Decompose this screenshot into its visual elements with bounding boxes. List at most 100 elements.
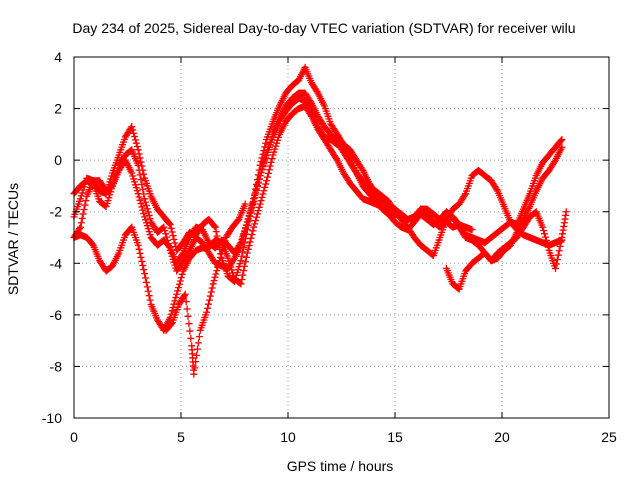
data-point: [259, 162, 267, 170]
data-point: [176, 277, 184, 285]
data-point: [78, 214, 86, 222]
y-tick-label: -10: [42, 410, 62, 426]
data-point: [220, 240, 228, 248]
data-point: [257, 168, 265, 176]
data-point: [258, 193, 266, 201]
y-tick-label: -4: [50, 255, 63, 271]
data-point: [146, 215, 154, 223]
data-point: [145, 292, 153, 300]
data-point: [169, 232, 177, 240]
data-point: [136, 249, 144, 257]
data-point: [247, 234, 255, 242]
data-point: [168, 320, 176, 328]
data-point: [238, 252, 246, 260]
data-point: [244, 245, 252, 253]
data-point: [251, 220, 259, 228]
data-point: [236, 240, 244, 248]
data-point: [542, 236, 550, 244]
data-point: [212, 270, 220, 278]
data-point: [237, 280, 245, 288]
data-point: [218, 247, 226, 255]
series-track-4: [70, 89, 566, 267]
data-point: [134, 146, 142, 154]
data-point: [138, 203, 146, 211]
data-point: [167, 224, 175, 232]
data-point: [262, 139, 270, 147]
data-point: [137, 200, 145, 208]
data-point: [253, 186, 261, 194]
data-point: [141, 195, 149, 203]
data-point: [194, 345, 202, 353]
data-point: [139, 185, 147, 193]
data-point: [209, 280, 217, 288]
data-point: [171, 239, 179, 247]
data-point: [204, 304, 212, 312]
data-point: [261, 183, 269, 191]
data-point: [213, 267, 221, 275]
data-point: [178, 250, 186, 258]
data-point: [248, 231, 256, 239]
data-point: [184, 312, 192, 320]
data-point: [141, 270, 149, 278]
data-point: [543, 240, 551, 248]
data-point: [170, 235, 178, 243]
data-point: [160, 223, 168, 231]
data-point: [552, 264, 559, 272]
data-point: [177, 274, 185, 282]
x-tick-label: 0: [70, 429, 78, 445]
data-point: [162, 230, 170, 238]
data-point: [139, 261, 147, 269]
data-point: [146, 296, 154, 304]
data-point: [219, 243, 227, 251]
data-point: [180, 292, 188, 300]
data-point: [132, 139, 140, 147]
data-point: [264, 173, 272, 181]
data-point: [129, 126, 137, 134]
y-tick-label: -8: [50, 358, 63, 374]
data-point: [246, 238, 254, 246]
data-point: [134, 190, 142, 198]
y-tick-label: 2: [54, 101, 62, 117]
data-point: [138, 257, 146, 265]
data-point: [210, 277, 218, 285]
data-point: [138, 180, 146, 188]
data-point: [252, 217, 260, 225]
data-point: [493, 186, 501, 194]
data-point: [212, 228, 220, 236]
data-point: [139, 206, 147, 214]
y-tick-label: 0: [54, 152, 62, 168]
data-point: [541, 233, 549, 241]
data-point: [239, 271, 247, 279]
data-point: [253, 213, 261, 221]
data-point: [461, 191, 469, 199]
data-points: [70, 63, 570, 378]
data-point: [175, 280, 183, 288]
data-point: [261, 155, 269, 163]
data-point: [137, 158, 145, 166]
data-point: [242, 253, 250, 261]
data-point: [168, 307, 176, 315]
data-point: [253, 210, 261, 218]
data-point: [168, 228, 176, 236]
data-point: [185, 320, 193, 328]
data-point: [207, 288, 215, 296]
data-point: [262, 152, 270, 160]
data-point: [145, 211, 153, 219]
data-point: [558, 136, 566, 144]
data-point: [259, 190, 267, 198]
data-point: [140, 170, 148, 178]
data-point: [260, 158, 268, 166]
chart-title: Day 234 of 2025, Sidereal Day-to-day VTE…: [72, 20, 575, 36]
data-point: [133, 143, 141, 151]
data-point: [262, 180, 270, 188]
data-point: [142, 201, 150, 209]
data-point: [540, 227, 548, 235]
data-point: [237, 257, 245, 265]
y-axis-label: SDTVAR / TECUs: [5, 183, 21, 295]
y-tick-label: -6: [50, 307, 63, 323]
data-point: [142, 274, 150, 282]
data-point: [245, 242, 253, 250]
data-point: [138, 162, 146, 170]
data-point: [136, 154, 144, 162]
